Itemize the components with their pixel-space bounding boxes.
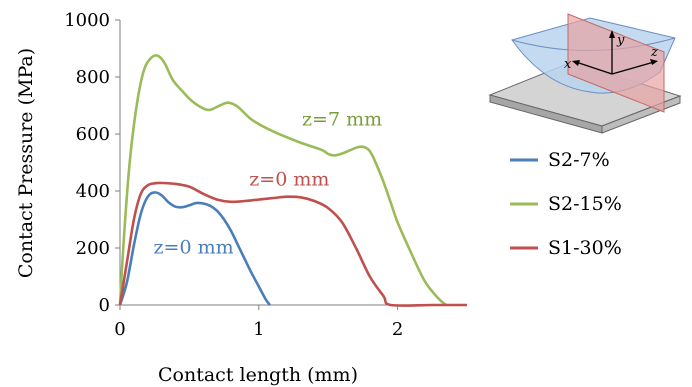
y-tick-label: 400 [76,181,110,202]
legend-label-s2-15: S2-15% [548,193,622,215]
y-tick-label: 800 [76,67,110,88]
inset-x-arrowhead [572,60,580,66]
series-layer [118,54,467,307]
series-line-s1-30 [118,181,467,307]
inset-x-label: x [564,57,572,72]
plot-axes: 0 200 400 600 800 1000 0 1 2 [64,10,467,340]
inset-z-label: z [650,45,658,60]
inset-y-arrowhead [609,30,615,38]
y-tick-label: 200 [76,238,110,259]
annotation-label: z=0 mm [154,237,234,259]
x-axis-title: Contact length (mm) [158,364,358,386]
x-tick-label: 0 [114,319,125,340]
legend-label-s2-7: S2-7% [548,149,610,171]
y-tick-label: 0 [99,295,110,316]
annotation-label: z=0 mm [249,168,329,190]
inset-diagram: y x z [488,13,682,134]
annotation-label: z=7 mm [302,108,382,130]
annotations-layer: z=7 mm z=0 mm z=0 mm [154,108,383,258]
inset-z-arrowhead [650,59,658,65]
x-tick-label: 1 [253,319,264,340]
legend: S2-7% S2-15% S1-30% [510,149,622,259]
x-tick-label: 2 [392,319,403,340]
series-line-s2-15 [118,54,447,307]
legend-label-s1-30: S1-30% [548,237,622,259]
y-axis-title: Contact Pressure (MPa) [15,48,37,278]
inset-y-label: y [616,33,625,48]
y-tick-label: 1000 [64,10,110,31]
y-tick-label: 600 [76,124,110,145]
inset-z-axis [611,61,655,75]
inset-cut-plane [567,13,665,113]
series-line-s2-7 [118,191,271,306]
inset-x-axis [575,61,613,75]
